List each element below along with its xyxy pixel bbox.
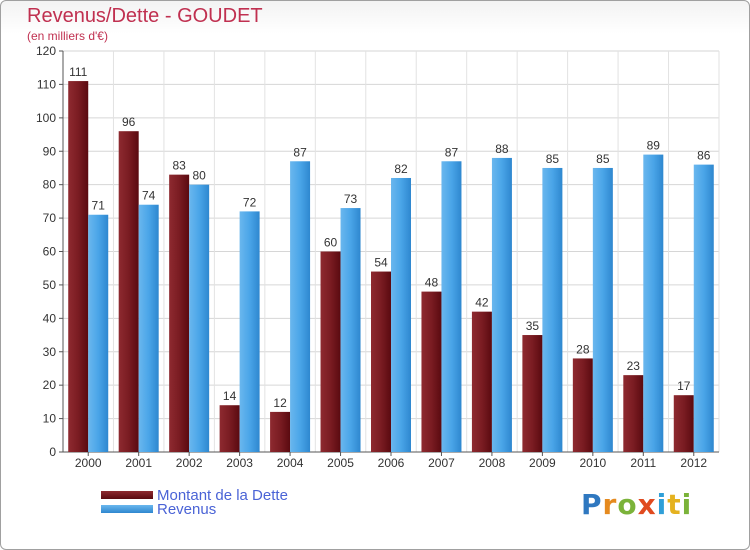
logo-letter: i (656, 488, 668, 521)
chart-subtitle: (en milliers d'€) (27, 29, 108, 43)
bar-debt (169, 174, 190, 452)
logo-letter: P (581, 488, 603, 521)
data-label-debt: 35 (526, 319, 540, 333)
data-label-debt: 42 (475, 296, 489, 310)
data-label-revenus: 72 (243, 195, 257, 209)
bar-debt (421, 291, 442, 452)
bar-revenus (88, 214, 109, 452)
x-tick-label: 2000 (75, 456, 102, 470)
data-label-debt: 28 (576, 342, 590, 356)
x-tick-label: 2002 (176, 456, 203, 470)
y-tick-label: 40 (43, 311, 57, 325)
x-tick-label: 2009 (529, 456, 556, 470)
x-tick-label: 2011 (630, 456, 656, 470)
data-label-revenus: 88 (495, 142, 509, 156)
data-label-debt: 96 (122, 115, 136, 129)
bar-debt (572, 358, 593, 452)
data-label-revenus: 74 (142, 189, 156, 203)
legend-swatch-revenus (101, 505, 153, 513)
y-tick-label: 0 (49, 445, 56, 459)
y-tick-label: 10 (43, 412, 57, 426)
y-tick-label: 90 (43, 144, 57, 158)
x-tick-label: 2008 (479, 456, 506, 470)
legend-label-debt: Montant de la Dette (157, 486, 288, 504)
y-tick-label: 20 (43, 378, 57, 392)
data-label-revenus: 86 (697, 149, 711, 163)
data-label-debt: 60 (324, 236, 338, 250)
data-label-revenus: 87 (293, 145, 307, 159)
logo-letter: o (617, 488, 638, 521)
bar-revenus (189, 184, 210, 452)
bar-revenus (542, 167, 563, 453)
x-tick-label: 2006 (378, 456, 405, 470)
bar-revenus (138, 204, 159, 452)
bar-debt (371, 271, 391, 452)
data-label-debt: 83 (172, 159, 186, 173)
logo-letter: i (681, 488, 693, 521)
bar-revenus (592, 167, 613, 453)
x-tick-label: 2007 (428, 456, 455, 470)
chart-title: Revenus/Dette - GOUDET (27, 5, 263, 27)
y-tick-label: 100 (36, 111, 56, 125)
data-label-revenus: 85 (546, 152, 560, 166)
data-label-debt: 48 (425, 276, 439, 290)
legend-swatch-debt (101, 491, 153, 499)
bar-revenus (239, 211, 260, 452)
legend-item-revenus: Revenus (101, 500, 217, 518)
bar-debt (68, 81, 89, 452)
x-tick-label: 2005 (327, 456, 354, 470)
bar-debt (623, 375, 644, 452)
bar-revenus (441, 161, 462, 452)
logo-letter: x (637, 488, 657, 521)
y-tick-label: 60 (43, 245, 57, 259)
bar-debt (118, 131, 139, 452)
data-label-revenus: 82 (394, 162, 408, 176)
data-labels: 111 71 96 74 83 80 14 72 12 87 60 73 54 82 48 87 42 88 35 8… (69, 65, 711, 410)
bar-debt (673, 395, 694, 452)
x-tick-label: 2004 (277, 456, 304, 470)
y-tick-label: 70 (43, 211, 57, 225)
bar-revenus (290, 161, 311, 452)
bar-debt (522, 335, 543, 452)
data-label-debt: 111 (69, 65, 88, 79)
data-label-debt: 12 (273, 396, 287, 410)
data-label-debt: 54 (374, 256, 388, 270)
x-tick-label: 2010 (579, 456, 606, 470)
proxiti-logo: Proxiti (581, 488, 692, 521)
bar-debt (471, 311, 492, 452)
legend-item-debt: Montant de la Dette (101, 486, 288, 504)
data-label-debt: 23 (627, 359, 641, 373)
x-tick-label: 2001 (125, 456, 152, 470)
y-tick-label: 50 (43, 278, 57, 292)
bar-debt (219, 405, 240, 452)
data-label-revenus: 85 (596, 152, 610, 166)
bar-revenus (693, 164, 714, 452)
bars (68, 81, 714, 453)
logo-letter: t (667, 488, 682, 521)
data-label-debt: 14 (223, 389, 237, 403)
data-label-revenus: 80 (192, 169, 206, 183)
data-label-revenus: 89 (647, 139, 661, 153)
bar-revenus (491, 157, 512, 452)
bar-revenus (643, 154, 664, 452)
bar-revenus (340, 208, 361, 452)
bar-debt (320, 251, 341, 452)
data-label-debt: 17 (677, 379, 691, 393)
x-tick-label: 2003 (226, 456, 253, 470)
y-tick-label: 110 (37, 77, 56, 91)
y-tick-label: 120 (36, 44, 56, 58)
x-tick-label: 2012 (680, 456, 707, 470)
bar-debt (270, 411, 291, 452)
data-label-revenus: 87 (445, 145, 459, 159)
data-label-revenus: 71 (92, 199, 106, 213)
data-label-revenus: 73 (344, 192, 358, 206)
y-tick-label: 30 (43, 345, 57, 359)
y-tick-label: 80 (43, 178, 57, 192)
legend-label-revenus: Revenus (157, 500, 217, 518)
logo-letter: r (602, 488, 618, 521)
bar-revenus (391, 177, 411, 452)
